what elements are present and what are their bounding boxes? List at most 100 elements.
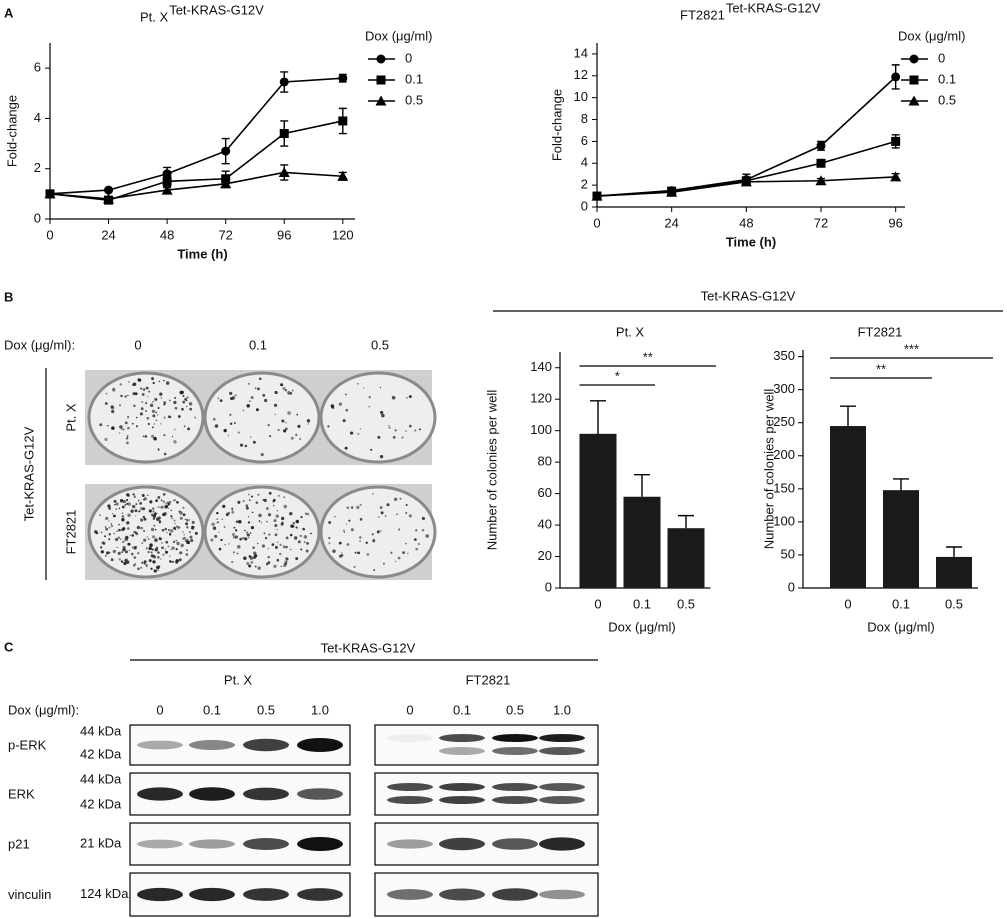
colony [260, 453, 264, 457]
colony [277, 428, 280, 432]
marker [337, 170, 349, 181]
marker [104, 185, 114, 195]
colony [147, 550, 150, 554]
x-tick-label: 0.5 [677, 596, 695, 611]
colony [310, 532, 312, 535]
colony [183, 534, 185, 536]
colony [171, 546, 175, 550]
x-tick-label: 48 [739, 215, 753, 230]
colony [234, 535, 239, 539]
marker [278, 166, 290, 177]
colony [126, 435, 129, 437]
colony [157, 448, 160, 450]
colony [401, 436, 404, 439]
y-tick-label: 40 [538, 517, 552, 532]
colony [153, 555, 156, 559]
colony [133, 556, 137, 559]
colony [121, 505, 125, 509]
group-header: Tet-KRAS-G12V [701, 288, 796, 303]
colony [368, 396, 371, 399]
significance-label: *** [904, 341, 919, 356]
marker [162, 176, 172, 186]
colony [378, 516, 380, 518]
y-axis-label: Fold-change [549, 89, 564, 161]
colony [392, 435, 396, 439]
colony [271, 543, 275, 546]
colony [261, 544, 266, 548]
colony [393, 497, 398, 502]
colony [341, 552, 343, 554]
colony [137, 567, 140, 571]
legend-marker [909, 54, 919, 64]
colony [108, 507, 111, 510]
colony [167, 415, 171, 419]
colony [276, 529, 278, 531]
colony [244, 529, 246, 532]
colony [168, 529, 170, 531]
colony [276, 510, 278, 512]
legend-label: 0 [405, 50, 412, 65]
colony [328, 542, 331, 545]
colony [282, 545, 286, 549]
colony [170, 515, 173, 518]
colony [224, 544, 226, 546]
x-tick-label: 0 [593, 215, 600, 230]
colony [164, 505, 168, 509]
band [492, 734, 538, 742]
x-tick-label: 0.1 [892, 596, 910, 611]
colony [299, 438, 302, 440]
colony [407, 552, 409, 555]
colony [161, 546, 164, 550]
colony [142, 515, 146, 519]
colony [253, 551, 257, 555]
colony [134, 509, 138, 513]
y-axis-label: Fold-change [4, 95, 19, 167]
colony [251, 511, 254, 514]
colony [154, 538, 158, 542]
colony [120, 428, 122, 430]
colony [283, 563, 287, 567]
legend-label: 0.5 [938, 92, 956, 107]
colony [152, 401, 154, 403]
colony [182, 531, 184, 533]
colony [194, 416, 197, 419]
colony [149, 543, 153, 547]
colony [247, 515, 250, 518]
colony [417, 543, 420, 546]
colony [388, 426, 391, 429]
colony [129, 534, 131, 536]
colony [153, 436, 157, 441]
y-tick-label: 12 [574, 67, 588, 82]
colony [274, 533, 278, 537]
colony [150, 551, 153, 554]
colony [274, 546, 278, 549]
colony [131, 534, 135, 537]
colony [285, 546, 288, 549]
colony [229, 413, 232, 416]
dose-value: 0.1 [203, 702, 221, 717]
band [492, 783, 538, 791]
colony [342, 419, 346, 423]
colony [279, 543, 282, 546]
marker [221, 146, 231, 156]
colony [165, 550, 168, 554]
error-bar [946, 546, 962, 557]
colony [249, 556, 254, 560]
colony [293, 536, 298, 540]
colony [141, 561, 144, 564]
y-tick-label: 250 [773, 414, 795, 429]
band [243, 787, 289, 801]
colony [131, 504, 136, 509]
colony [175, 548, 178, 551]
colony [127, 394, 129, 397]
band [387, 783, 433, 791]
colony [114, 504, 116, 506]
colony [119, 404, 122, 407]
y-tick-label: 0 [788, 579, 795, 594]
colony [171, 517, 174, 520]
colony [303, 535, 308, 539]
colony [177, 415, 181, 418]
band [387, 734, 433, 742]
colony [151, 434, 155, 438]
